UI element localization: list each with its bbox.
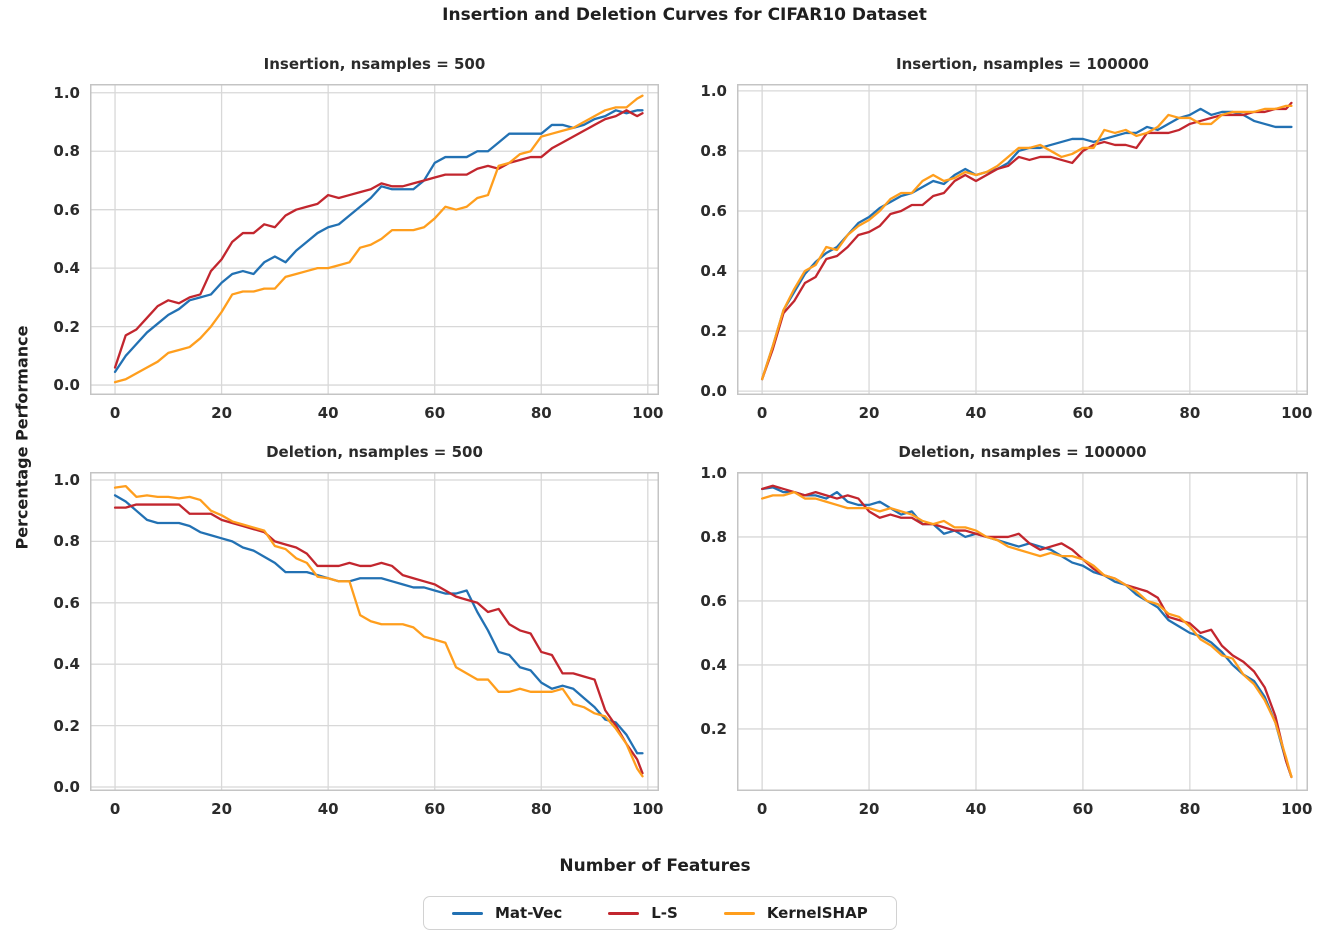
plot-border	[737, 472, 1308, 791]
x-tick-label: 60	[1072, 800, 1094, 818]
legend-item-mat-vec: Mat-Vec	[452, 904, 562, 922]
plot-border	[90, 472, 659, 791]
y-tick-label: 0.8	[700, 527, 727, 546]
subplot-title: Insertion, nsamples = 100000	[896, 55, 1149, 73]
subplot-insertion-500: Insertion, nsamples = 500 0 20 40 60 80 100 0.…	[53, 55, 663, 422]
x-tick-label: 20	[211, 800, 233, 818]
y-tick-label: 0.4	[700, 262, 727, 281]
x-tick-label: 60	[1072, 404, 1094, 422]
legend-label: KernelSHAP	[766, 904, 868, 922]
x-tick-label: 0	[109, 800, 121, 818]
plot-canvas	[737, 472, 1308, 791]
y-tick-label: 0.0	[53, 376, 80, 395]
x-tick-label: 100	[632, 404, 664, 422]
x-tick-label: 40	[317, 800, 339, 818]
legend-label: Mat-Vec	[495, 904, 563, 922]
x-tick-label: 40	[965, 404, 987, 422]
x-tick-label: 60	[424, 800, 446, 818]
x-tick-label: 80	[1179, 800, 1201, 818]
y-tick-label: 0.2	[53, 317, 80, 336]
plot-canvas	[90, 472, 659, 791]
y-tick-label: 1.0	[700, 81, 727, 100]
y-tick-label: 1.0	[53, 470, 80, 489]
y-tick-label: 0.2	[700, 322, 727, 341]
subplot-title: Deletion, nsamples = 500	[266, 443, 483, 461]
y-tick-label: 0.4	[53, 655, 80, 674]
x-tick-label: 80	[1179, 404, 1201, 422]
y-tick-label: 0.6	[700, 201, 727, 220]
x-tick-label: 60	[424, 404, 446, 422]
y-tick-label: 0.6	[700, 591, 727, 610]
x-tick-label: 20	[858, 404, 880, 422]
x-tick-label: 0	[756, 800, 768, 818]
x-tick-label: 100	[1281, 404, 1313, 422]
plot-border	[737, 84, 1308, 395]
x-tick-label: 0	[756, 404, 768, 422]
series-line-l-s	[760, 484, 1293, 779]
subplot-deletion-100000: Deletion, nsamples = 100000 0 20 40 60 80 100…	[700, 443, 1312, 818]
legend-line-mat-vec-icon	[452, 911, 483, 915]
x-tick-label: 40	[317, 404, 339, 422]
subplot-title: Insertion, nsamples = 500	[263, 55, 486, 73]
x-tick-label: 20	[211, 404, 233, 422]
legend-label: L-S	[651, 904, 678, 922]
legend-line-kernelshap-icon	[723, 911, 755, 915]
y-tick-label: 0.6	[53, 200, 80, 219]
legend: Mat-Vec L-S KernelSHAP	[423, 896, 897, 930]
y-tick-label: 1.0	[700, 463, 727, 482]
subplot-title: Deletion, nsamples = 100000	[898, 443, 1147, 461]
x-tick-label: 20	[858, 800, 880, 818]
legend-item-kernelshap: KernelSHAP	[723, 904, 868, 922]
x-tick-label: 100	[1281, 800, 1313, 818]
y-tick-label: 0.0	[700, 382, 727, 401]
x-tick-label: 40	[965, 800, 987, 818]
y-tick-label: 0.8	[53, 142, 80, 161]
x-tick-label: 80	[530, 404, 552, 422]
y-axis-label: Percentage Performance	[12, 325, 32, 550]
y-tick-label: 0.0	[53, 778, 80, 796]
series-line-l-s	[113, 503, 644, 775]
series-line-kernelshap	[113, 484, 644, 778]
x-tick-label: 80	[530, 800, 552, 818]
series-line-l-s	[113, 109, 644, 369]
series-line-kernelshap	[113, 94, 644, 384]
y-tick-label: 0.8	[700, 141, 727, 160]
plot-border	[90, 84, 659, 395]
series-line-kernelshap	[760, 491, 1293, 779]
legend-line-l-s-icon	[608, 911, 640, 915]
series-line-l-s	[760, 101, 1293, 381]
series-line-mat-vec	[113, 494, 644, 755]
y-tick-label: 0.4	[700, 655, 727, 674]
series-line-kernelshap	[760, 104, 1293, 381]
y-tick-label: 0.6	[53, 593, 80, 612]
subplot-deletion-500: Deletion, nsamples = 500 0 20 40 60 80 100 0.0…	[53, 443, 663, 818]
series-line-mat-vec	[113, 109, 644, 374]
figure-title: Insertion and Deletion Curves for CIFAR1…	[442, 5, 927, 25]
y-tick-label: 0.2	[53, 716, 80, 735]
y-tick-label: 0.8	[53, 532, 80, 551]
x-tick-label: 0	[109, 404, 121, 422]
plot-canvas	[737, 84, 1308, 395]
subplot-insertion-100000: Insertion, nsamples = 100000 0 20 40 60 80 10…	[700, 55, 1312, 422]
plot-canvas	[90, 84, 659, 395]
y-tick-label: 0.4	[53, 259, 80, 278]
y-tick-label: 1.0	[53, 83, 80, 102]
legend-item-l-s: L-S	[608, 904, 678, 922]
x-tick-label: 100	[632, 800, 664, 818]
x-axis-label: Number of Features	[559, 856, 751, 876]
y-tick-label: 0.2	[700, 719, 727, 738]
